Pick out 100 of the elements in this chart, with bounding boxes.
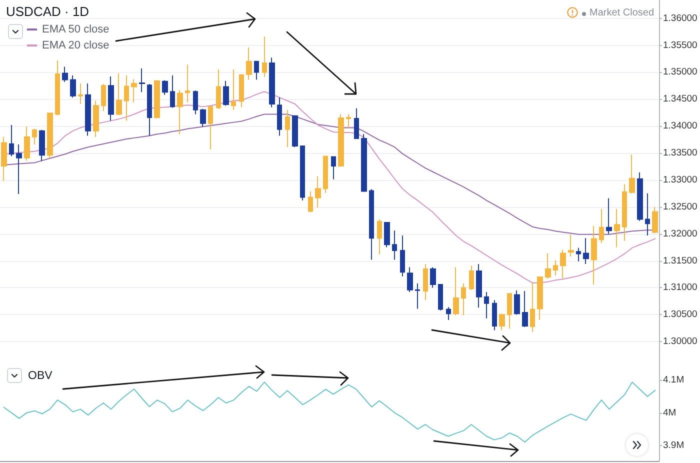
candlestick — [560, 250, 566, 280]
candlestick — [430, 266, 436, 288]
candlestick — [55, 60, 60, 116]
y-tick-label: 1.36000 — [663, 12, 698, 24]
candlestick — [300, 144, 305, 201]
candlestick — [254, 60, 259, 80]
candlestick — [292, 114, 298, 148]
candlestick — [645, 192, 650, 236]
candlestick — [231, 69, 236, 110]
candlestick — [285, 109, 290, 148]
candlestick — [147, 84, 152, 136]
candlestick — [637, 172, 643, 222]
candlestick — [369, 188, 374, 260]
candlestick — [499, 313, 505, 331]
candlestick — [629, 154, 635, 194]
candlestick — [507, 292, 512, 330]
candlestick — [116, 72, 122, 116]
y-tick-label: 1.33500 — [663, 148, 698, 159]
candlestick — [177, 89, 183, 135]
candlestick — [591, 225, 597, 285]
y-tick-label: 1.30500 — [663, 309, 698, 320]
candlestick — [392, 230, 397, 260]
candlestick — [453, 266, 459, 316]
candlestick — [200, 108, 206, 128]
candlestick — [262, 36, 267, 78]
candlestick — [16, 144, 22, 194]
candlestick — [315, 176, 321, 208]
candlestick — [469, 265, 474, 290]
candlestick — [154, 80, 160, 120]
candlestick — [407, 266, 413, 293]
candlestick — [614, 208, 620, 248]
candlestick — [47, 112, 53, 159]
candlestick — [185, 64, 190, 103]
candlestick — [269, 57, 275, 108]
candlestick — [492, 300, 497, 331]
text: OBV — [28, 370, 53, 382]
y-tick-label: 4M — [663, 407, 676, 418]
candlestick — [32, 128, 37, 145]
candlestick — [346, 114, 351, 128]
candlestick — [361, 134, 367, 192]
candlestick — [308, 190, 313, 213]
candlestick — [70, 74, 76, 98]
line-series — [3, 382, 656, 443]
candlestick — [652, 206, 658, 234]
candlestick — [514, 290, 520, 316]
candlestick — [62, 66, 68, 82]
y-tick-label: 1.34000 — [663, 120, 698, 132]
candlestick — [78, 83, 83, 104]
y-tick-label: 1.32000 — [663, 228, 698, 240]
candlestick — [446, 306, 451, 321]
candlestick — [170, 74, 175, 108]
candlestick — [476, 264, 482, 308]
candlestick — [438, 283, 443, 311]
candlestick — [193, 90, 198, 115]
candlestick — [568, 234, 574, 257]
candlestick — [583, 238, 589, 265]
candlestick — [537, 276, 543, 321]
candlestick — [622, 184, 627, 242]
candlestick — [208, 106, 213, 150]
y-tick-label: 1.34500 — [663, 94, 698, 105]
candlestick — [223, 80, 229, 106]
candlestick — [354, 108, 359, 140]
candlestick — [522, 290, 528, 328]
candlestick — [239, 74, 244, 108]
candlestick — [246, 46, 252, 80]
candlestick — [39, 129, 45, 162]
candlestick — [338, 114, 344, 167]
candlestick — [530, 282, 535, 332]
y-tick-label: 4.1M — [663, 374, 684, 386]
annotation: Market Closed — [590, 8, 654, 18]
y-tick-label: 1.35500 — [663, 40, 698, 51]
candlestick — [9, 124, 14, 157]
candlestick — [384, 221, 390, 248]
candlestick — [484, 292, 489, 319]
candlestick — [545, 252, 551, 280]
chart-title: USDCAD · 1D — [6, 4, 90, 19]
candlestick — [606, 198, 612, 234]
candlestick — [24, 126, 30, 162]
candlestick — [124, 74, 129, 122]
candlestick — [216, 69, 221, 110]
candlestick — [85, 83, 91, 136]
candlestick — [108, 76, 114, 122]
candlestick — [1, 136, 7, 182]
candlestick — [323, 155, 328, 194]
y-tick-label: 1.33000 — [663, 174, 698, 186]
legend-label: EMA 20 close — [42, 40, 110, 52]
candlestick — [599, 208, 604, 244]
legend-label: EMA 50 close — [42, 24, 110, 36]
y-tick-label: 1.32500 — [663, 201, 698, 212]
y-tick-label: 1.31000 — [663, 282, 698, 294]
candlestick — [331, 156, 336, 180]
candlestick — [423, 264, 428, 301]
candlestick — [131, 78, 137, 103]
candlestick — [139, 68, 145, 93]
candlestick — [93, 100, 99, 138]
y-tick-label: 1.31500 — [663, 255, 698, 266]
y-tick-label: 1.30000 — [663, 336, 698, 348]
y-tick-label: 3.9M — [663, 440, 684, 451]
candlestick — [461, 282, 466, 316]
y-tick-label: 1.35000 — [663, 66, 698, 78]
